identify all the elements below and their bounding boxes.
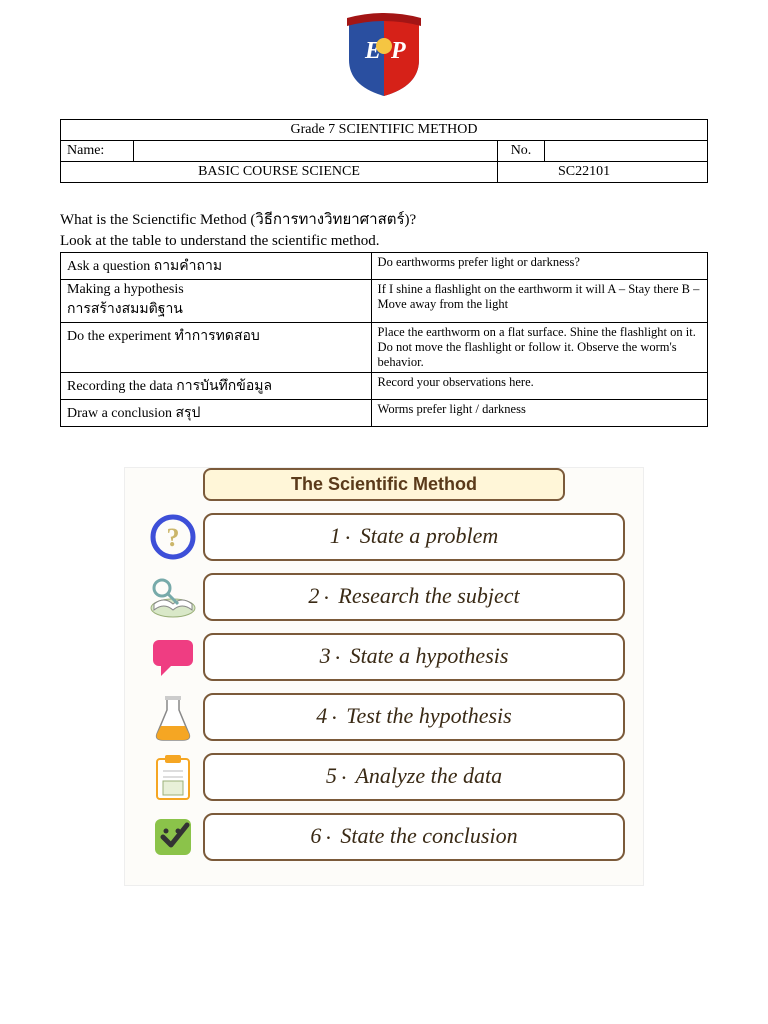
step-label: 6· State the conclusion <box>203 813 625 861</box>
method-step-label: Do the experiment ทำการทดสอบ <box>61 323 372 373</box>
step-row: 4· Test the hypothesis <box>143 691 625 743</box>
method-step-label: Draw a conclusion สรุป <box>61 400 372 427</box>
book-icon <box>143 571 203 623</box>
step-label: 2· Research the subject <box>203 573 625 621</box>
question-icon: ? <box>143 511 203 563</box>
name-field <box>134 141 498 162</box>
intro-line-2: Look at the table to understand the scie… <box>60 233 708 250</box>
course-label: BASIC COURSE SCIENCE <box>61 162 498 183</box>
method-step-label: Making a hypothesis การสร้างสมมติฐาน <box>61 280 372 323</box>
step-label: 1· State a problem <box>203 513 625 561</box>
check-icon <box>143 811 203 863</box>
method-table: Ask a question ถามคำถามDo earthworms pre… <box>60 252 708 427</box>
course-code: SC22101 <box>498 162 708 183</box>
step-row: ? 1· State a problem <box>143 511 625 563</box>
method-step-label: Recording the data การบันทึกข้อมูล <box>61 373 372 400</box>
logo: E P ENGLISH PROGRAM <box>60 10 708 103</box>
step-row: 5· Analyze the data <box>143 751 625 803</box>
infographic: The Scientific Method ? 1· State a proble… <box>124 467 644 886</box>
clipboard-icon <box>143 751 203 803</box>
svg-text:ENGLISH: ENGLISH <box>373 10 395 15</box>
method-step-desc: Place the earthworm on a flat surface. S… <box>371 323 707 373</box>
method-step-desc: Worms prefer light / darkness <box>371 400 707 427</box>
svg-text:PROGRAM: PROGRAM <box>402 10 423 15</box>
method-step-desc: Record your observations here. <box>371 373 707 400</box>
step-label: 3· State a hypothesis <box>203 633 625 681</box>
svg-text:?: ? <box>167 523 180 552</box>
method-step-desc: If I shine a ﬂashlight on the earthworm … <box>371 280 707 323</box>
step-row: 2· Research the subject <box>143 571 625 623</box>
flask-icon <box>143 691 203 743</box>
svg-text:P: P <box>390 38 406 64</box>
no-field <box>545 141 708 162</box>
infographic-title: The Scientific Method <box>203 468 565 501</box>
header-title: Grade 7 SCIENTIFIC METHOD <box>61 120 708 141</box>
step-row: 3· State a hypothesis <box>143 631 625 683</box>
method-step-desc: Do earthworms prefer light or darkness? <box>371 253 707 280</box>
method-step-label: Ask a question ถามคำถาม <box>61 253 372 280</box>
header-table: Grade 7 SCIENTIFIC METHOD Name: No. BASI… <box>60 119 708 183</box>
step-label: 4· Test the hypothesis <box>203 693 625 741</box>
speech-icon <box>143 631 203 683</box>
step-row: 6· State the conclusion <box>143 811 625 863</box>
intro-line-1: What is the Scienctific Method (วิธีการท… <box>60 207 708 231</box>
no-label: No. <box>498 141 545 162</box>
name-label: Name: <box>61 141 134 162</box>
step-label: 5· Analyze the data <box>203 753 625 801</box>
